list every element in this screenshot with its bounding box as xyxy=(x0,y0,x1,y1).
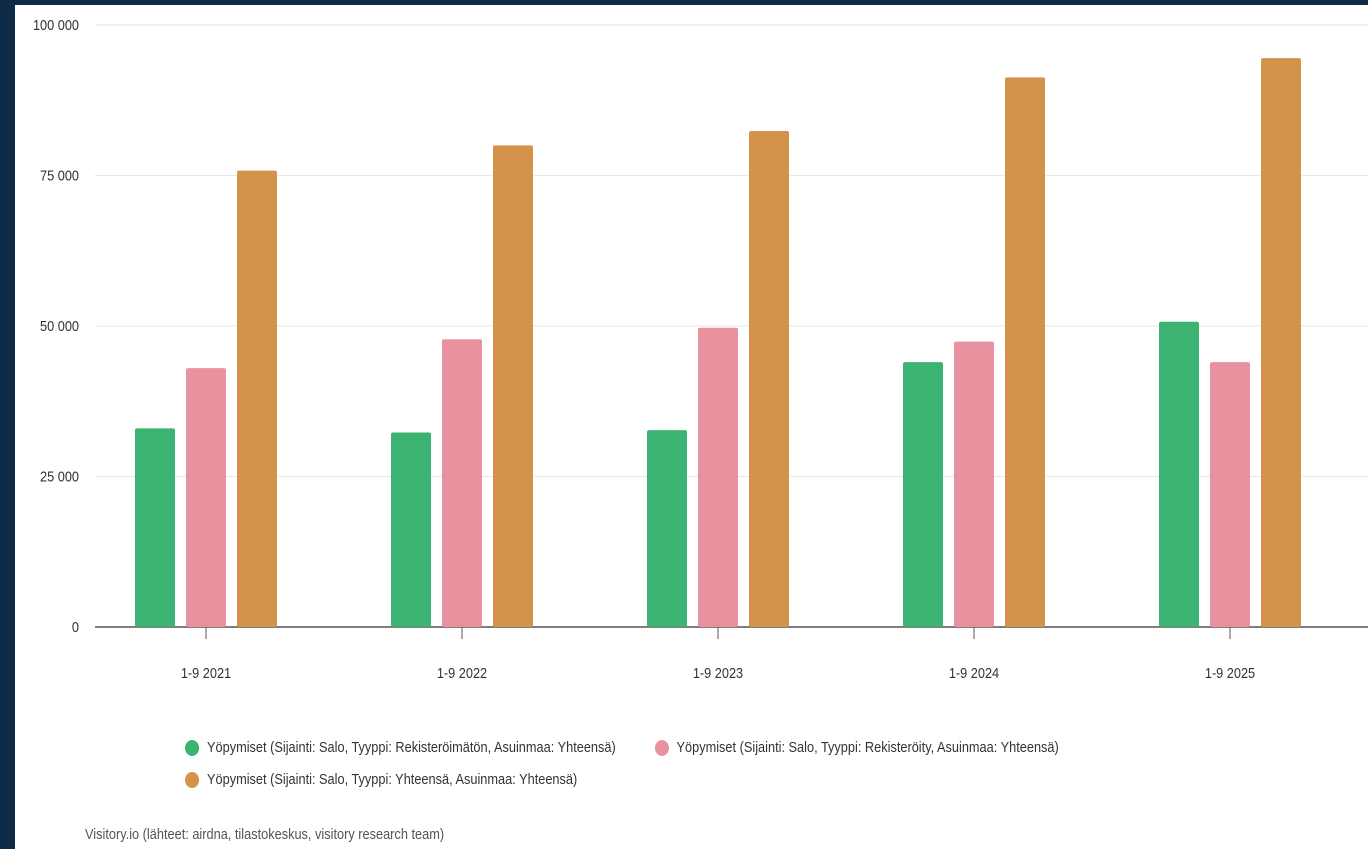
x-tick-label: 1-9 2022 xyxy=(437,664,488,681)
y-tick-label: 100 000 xyxy=(33,16,79,33)
legend-label: Yöpymiset (Sijainti: Salo, Tyyppi: Yhtee… xyxy=(207,772,578,788)
x-tick-label: 1-9 2024 xyxy=(949,664,1000,681)
chart-card: 0 25 000 50 000 75 000 100 000 1-9 2021 1-9 20… xyxy=(15,5,1368,849)
bar xyxy=(1261,58,1301,628)
legend-swatch xyxy=(654,740,669,756)
bar xyxy=(493,145,533,627)
x-tick-label: 1-9 2025 xyxy=(1205,664,1256,681)
bar xyxy=(186,368,226,627)
y-tick-label: 0 xyxy=(72,618,79,635)
x-tick-label: 1-9 2021 xyxy=(181,664,232,681)
bar xyxy=(1210,362,1250,627)
bar xyxy=(1005,77,1045,627)
x-tick-label: 1-9 2023 xyxy=(693,664,744,681)
legend-label: Yöpymiset (Sijainti: Salo, Tyyppi: Rekis… xyxy=(676,740,1059,756)
y-tick-label: 75 000 xyxy=(40,166,79,183)
legend-label: Yöpymiset (Sijainti: Salo, Tyyppi: Rekis… xyxy=(207,740,616,756)
bar-chart: 0 25 000 50 000 75 000 100 000 1-9 2021 1-9 20… xyxy=(33,16,1368,681)
legend-item-registered[interactable]: Yöpymiset (Sijainti: Salo, Tyyppi: Rekis… xyxy=(654,740,1059,756)
bar xyxy=(954,341,994,627)
y-tick-label: 50 000 xyxy=(40,317,79,334)
bar xyxy=(237,170,277,627)
bar xyxy=(698,327,738,627)
legend-item-total[interactable]: Yöpymiset (Sijainti: Salo, Tyyppi: Yhtee… xyxy=(185,772,577,788)
legend-item-unregistered[interactable]: Yöpymiset (Sijainti: Salo, Tyyppi: Rekis… xyxy=(185,740,616,756)
bar xyxy=(135,428,175,627)
bar xyxy=(749,130,789,627)
chart-legend: Yöpymiset (Sijainti: Salo, Tyyppi: Rekis… xyxy=(185,740,1153,804)
source-credit: Visitory.io (lähteet: airdna, tilastokes… xyxy=(85,827,445,843)
bar xyxy=(903,362,943,627)
bar xyxy=(442,339,482,627)
bar xyxy=(1159,321,1199,627)
bar xyxy=(391,432,431,627)
bar xyxy=(647,430,687,627)
y-tick-label: 25 000 xyxy=(40,467,79,484)
legend-swatch xyxy=(185,740,200,756)
legend-swatch xyxy=(185,772,200,788)
